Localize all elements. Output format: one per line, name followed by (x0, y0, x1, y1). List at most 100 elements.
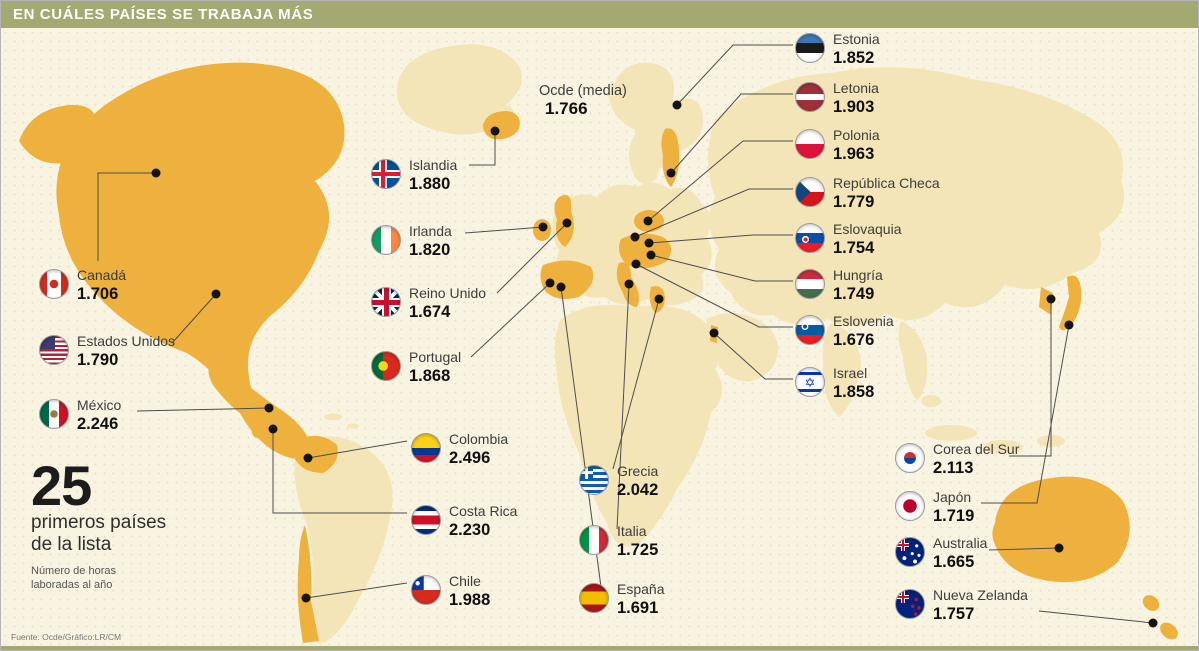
country-value: 1.880 (409, 174, 451, 193)
country-label-estonia: Estonia 1.852 (795, 31, 880, 68)
country-value: 1.691 (617, 598, 659, 617)
country-name: Italia (617, 523, 647, 539)
country-value: 1.674 (409, 302, 451, 321)
country-value: 2.230 (449, 520, 491, 539)
country-value: 2.113 (933, 458, 974, 477)
country-value: 1.988 (449, 590, 491, 609)
country-name: Islandia (409, 157, 458, 173)
country-name: Irlanda (409, 223, 452, 239)
usa-flag-icon (39, 335, 69, 365)
poland-flag-icon (795, 129, 825, 159)
japan-flag-icon (895, 491, 925, 521)
country-label-republica-checa: República Checa 1.779 (795, 175, 940, 212)
ocde-average-label: Ocde (media) 1.766 (539, 83, 627, 119)
country-label-chile: Chile 1.988 (411, 573, 490, 610)
canada-flag-icon (39, 269, 69, 299)
country-label-australia: Australia 1.665 (895, 535, 987, 572)
country-label-israel: Israel 1.858 (795, 365, 874, 402)
spain-flag-icon (579, 583, 609, 613)
mexico-flag-icon (39, 399, 69, 429)
colombia-flag-icon (411, 433, 441, 463)
country-label-letonia: Letonia 1.903 (795, 80, 879, 117)
country-value: 1.725 (617, 540, 659, 559)
country-name: Letonia (833, 80, 879, 96)
country-name: Chile (449, 573, 481, 589)
country-label-corea-del-sur: Corea del Sur 2.113 (895, 441, 1019, 478)
uk-flag-icon (371, 287, 401, 317)
country-name: Grecia (617, 463, 659, 479)
map-markers (151, 100, 1158, 628)
country-name: Israel (833, 365, 868, 381)
source-credit: Fuente: Ocde/Gráfico:LR/CM (11, 632, 122, 642)
ocde-label: Ocde (media) (539, 83, 627, 99)
bottom-accent-bar (1, 646, 1198, 650)
legend-count: 25 (31, 454, 92, 517)
latvia-flag-icon (795, 82, 825, 112)
country-value: 1.706 (77, 284, 119, 303)
country-value: 2.042 (617, 480, 659, 499)
ocde-value: 1.766 (545, 99, 588, 118)
country-label-estados-unidos: Estados Unidos 1.790 (39, 333, 175, 370)
country-value: 1.790 (77, 350, 119, 369)
country-name: Eslovenia (833, 313, 894, 329)
country-name: Reino Unido (409, 285, 487, 301)
country-label-italia: Italia 1.725 (579, 523, 658, 560)
south-korea-flag-icon (895, 443, 925, 473)
country-label-japon: Japón 1.719 (895, 489, 974, 526)
country-label-canada: Canadá 1.706 (39, 267, 126, 304)
legend-title-line1: primeros países (31, 512, 167, 534)
country-value: 1.852 (833, 48, 875, 67)
costa-rica-flag-icon (411, 505, 441, 535)
country-label-costa-rica: Costa Rica 2.230 (411, 503, 517, 540)
country-name: Canadá (77, 267, 127, 283)
country-label-eslovenia: Eslovenia 1.676 (795, 313, 894, 350)
new-zealand-flag-icon (895, 589, 925, 619)
country-label-polonia: Polonia 1.963 (795, 127, 880, 164)
estonia-flag-icon (795, 33, 825, 63)
chile-flag-icon (411, 575, 441, 605)
country-value: 2.246 (77, 414, 119, 433)
legend-subtitle-line2: laboradas al año (31, 579, 113, 592)
legend-title-line2: de la lista (31, 534, 112, 556)
country-name: Japón (933, 489, 972, 505)
australia-flag-icon (895, 537, 925, 567)
country-value: 1.820 (409, 240, 451, 259)
portugal-flag-icon (371, 351, 401, 381)
page-title: EN CUÁLES PAÍSES SE TRABAJA MÁS (13, 6, 314, 23)
country-name: Costa Rica (449, 503, 518, 519)
country-name: Eslovaquia (833, 221, 902, 237)
country-name: República Checa (833, 175, 940, 191)
country-value: 1.757 (933, 604, 975, 623)
country-name: México (77, 397, 122, 413)
country-label-espana: España 1.691 (579, 581, 664, 618)
country-name: Corea del Sur (933, 441, 1020, 457)
country-name: España (617, 581, 665, 597)
country-name: Nueva Zelanda (933, 587, 1028, 603)
legend-block: 25 primeros países de la lista Número de… (31, 454, 167, 592)
country-name: Estados Unidos (77, 333, 176, 349)
country-name: Portugal (409, 349, 462, 365)
country-label-eslovaquia: Eslovaquia 1.754 (795, 221, 902, 258)
country-name: Colombia (449, 431, 509, 447)
czech-flag-icon (795, 177, 825, 207)
country-name: Hungría (833, 267, 883, 283)
country-label-portugal: Portugal 1.868 (371, 349, 461, 386)
country-value: 1.779 (833, 192, 875, 211)
iceland-flag-icon (371, 159, 401, 189)
country-value: 1.719 (933, 506, 975, 525)
country-value: 1.749 (833, 284, 875, 303)
greece-flag-icon (579, 465, 609, 495)
country-label-reino-unido: Reino Unido 1.674 (371, 285, 486, 322)
country-value: 1.665 (933, 552, 975, 571)
hungary-flag-icon (795, 269, 825, 299)
slovenia-flag-icon (795, 315, 825, 345)
country-value: 1.676 (833, 330, 875, 349)
ireland-flag-icon (371, 225, 401, 255)
legend-subtitle-line1: Número de horas (31, 564, 116, 577)
country-name: Estonia (833, 31, 880, 47)
slovakia-flag-icon (795, 223, 825, 253)
country-label-irlanda: Irlanda 1.820 (371, 223, 452, 260)
country-label-hungria: Hungría 1.749 (795, 267, 883, 304)
country-name: Polonia (833, 127, 880, 143)
country-value: 1.858 (833, 382, 875, 401)
